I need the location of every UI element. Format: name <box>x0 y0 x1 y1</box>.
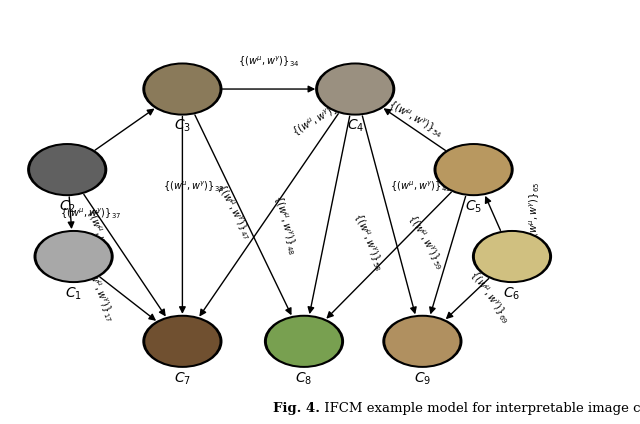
Text: $\{(w^\mu, w^\gamma)\}_{65}$: $\{(w^\mu, w^\gamma)\}_{65}$ <box>527 181 541 243</box>
Text: $\{(w^\mu, w^\gamma)\}_{37}$: $\{(w^\mu, w^\gamma)\}_{37}$ <box>61 207 122 221</box>
Text: $C_{8}$: $C_{8}$ <box>296 370 312 387</box>
Ellipse shape <box>145 317 220 366</box>
Text: $C_{2}$: $C_{2}$ <box>59 198 76 215</box>
Text: Fig. 4.: Fig. 4. <box>273 402 320 415</box>
Text: $C_{4}$: $C_{4}$ <box>347 118 364 134</box>
Text: IFCM example model for interpretable image classification.: IFCM example model for interpretable ima… <box>320 402 640 415</box>
Text: $C_{7}$: $C_{7}$ <box>174 370 191 387</box>
Text: $\{(w^\mu, w^\gamma)\}_{49}$: $\{(w^\mu, w^\gamma)\}_{49}$ <box>390 179 451 194</box>
Text: $\{(w^\mu, w^\gamma)\}_{23}$: $\{(w^\mu, w^\gamma)\}_{23}$ <box>290 97 350 140</box>
Text: $C_{6}$: $C_{6}$ <box>504 285 520 302</box>
Text: $C_{9}$: $C_{9}$ <box>414 370 431 387</box>
Ellipse shape <box>436 145 511 194</box>
Ellipse shape <box>33 230 114 283</box>
Ellipse shape <box>267 317 341 366</box>
Ellipse shape <box>472 230 552 283</box>
Ellipse shape <box>27 143 108 196</box>
Text: $\{(w^\mu, w^\gamma)\}_{17}$: $\{(w^\mu, w^\gamma)\}_{17}$ <box>81 262 117 324</box>
Text: $\{(w^\mu, w^\gamma)\}_{38}$: $\{(w^\mu, w^\gamma)\}_{38}$ <box>163 179 224 194</box>
Ellipse shape <box>145 64 220 114</box>
Ellipse shape <box>433 143 514 196</box>
Ellipse shape <box>264 315 344 368</box>
Ellipse shape <box>382 315 463 368</box>
Text: $\{(w^\mu, w^\gamma)\}_{27}$: $\{(w^\mu, w^\gamma)\}_{27}$ <box>83 206 115 269</box>
Text: $\{(w^\mu, w^\gamma)\}_{54}$: $\{(w^\mu, w^\gamma)\}_{54}$ <box>385 97 445 140</box>
Text: $C_{3}$: $C_{3}$ <box>174 118 191 134</box>
Ellipse shape <box>142 62 223 116</box>
Ellipse shape <box>30 145 104 194</box>
Text: $\{(w^\mu, w^\gamma)\}_{58}$: $\{(w^\mu, w^\gamma)\}_{58}$ <box>350 211 386 273</box>
Text: $\{(w^\mu, w^\gamma)\}_{48}$: $\{(w^\mu, w^\gamma)\}_{48}$ <box>270 193 300 256</box>
Text: $\{(w^\mu, w^\gamma)\}_{69}$: $\{(w^\mu, w^\gamma)\}_{69}$ <box>467 268 513 326</box>
Ellipse shape <box>385 317 460 366</box>
Text: $\{(w^\mu, w^\gamma)\}_{47}$: $\{(w^\mu, w^\gamma)\}_{47}$ <box>213 181 254 243</box>
Ellipse shape <box>318 64 392 114</box>
Ellipse shape <box>475 232 549 281</box>
Text: $C_{1}$: $C_{1}$ <box>65 285 82 302</box>
Ellipse shape <box>315 62 396 116</box>
Text: $\{(w^\mu, w^\gamma)\}_{59}$: $\{(w^\mu, w^\gamma)\}_{59}$ <box>404 212 447 271</box>
Text: $C_{5}$: $C_{5}$ <box>465 198 482 215</box>
Ellipse shape <box>142 315 223 368</box>
Text: $\{(w^\mu, w^\gamma)\}_{34}$: $\{(w^\mu, w^\gamma)\}_{34}$ <box>238 54 300 69</box>
Ellipse shape <box>36 232 111 281</box>
